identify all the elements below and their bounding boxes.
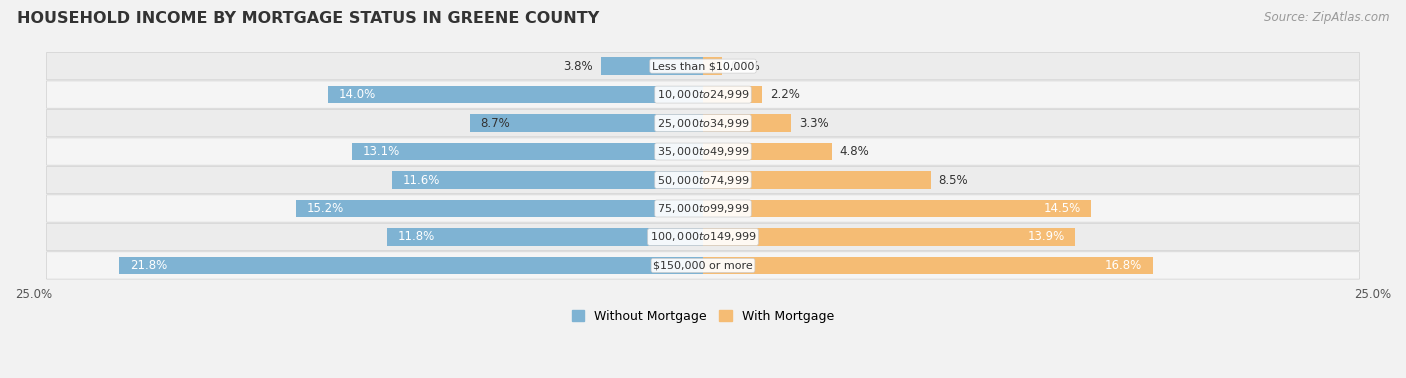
Text: 14.0%: 14.0% [339, 88, 375, 101]
Text: $75,000 to $99,999: $75,000 to $99,999 [657, 202, 749, 215]
Text: $150,000 or more: $150,000 or more [654, 260, 752, 270]
Bar [703, 114, 792, 132]
Text: 14.5%: 14.5% [1043, 202, 1081, 215]
Bar [353, 143, 703, 160]
Bar [703, 200, 1091, 217]
Bar [387, 228, 703, 246]
Bar [703, 171, 931, 189]
Text: 4.8%: 4.8% [839, 145, 869, 158]
Text: $25,000 to $34,999: $25,000 to $34,999 [657, 116, 749, 130]
FancyBboxPatch shape [46, 109, 1360, 137]
Text: Source: ZipAtlas.com: Source: ZipAtlas.com [1264, 11, 1389, 24]
Text: Less than $10,000: Less than $10,000 [652, 61, 754, 71]
Text: $50,000 to $74,999: $50,000 to $74,999 [657, 174, 749, 186]
Bar [297, 200, 703, 217]
Text: 15.2%: 15.2% [307, 202, 344, 215]
Text: 3.3%: 3.3% [800, 116, 830, 130]
Text: 16.8%: 16.8% [1105, 259, 1142, 272]
Bar [703, 57, 721, 75]
Text: 3.8%: 3.8% [564, 60, 593, 73]
Text: 11.8%: 11.8% [398, 231, 434, 243]
Text: 13.1%: 13.1% [363, 145, 401, 158]
Text: $35,000 to $49,999: $35,000 to $49,999 [657, 145, 749, 158]
FancyBboxPatch shape [46, 138, 1360, 165]
Bar [703, 143, 831, 160]
FancyBboxPatch shape [46, 166, 1360, 194]
Text: 0.7%: 0.7% [730, 60, 759, 73]
Bar [703, 86, 762, 104]
Text: 21.8%: 21.8% [129, 259, 167, 272]
Bar [392, 171, 703, 189]
Legend: Without Mortgage, With Mortgage: Without Mortgage, With Mortgage [567, 305, 839, 328]
Text: 13.9%: 13.9% [1028, 231, 1064, 243]
Text: HOUSEHOLD INCOME BY MORTGAGE STATUS IN GREENE COUNTY: HOUSEHOLD INCOME BY MORTGAGE STATUS IN G… [17, 11, 599, 26]
Text: 11.6%: 11.6% [404, 174, 440, 186]
FancyBboxPatch shape [46, 223, 1360, 251]
Text: 8.7%: 8.7% [481, 116, 510, 130]
Text: 8.5%: 8.5% [939, 174, 969, 186]
Text: 2.2%: 2.2% [770, 88, 800, 101]
Bar [120, 257, 703, 274]
Bar [703, 228, 1076, 246]
Text: $100,000 to $149,999: $100,000 to $149,999 [650, 231, 756, 243]
FancyBboxPatch shape [46, 81, 1360, 108]
FancyBboxPatch shape [46, 195, 1360, 222]
Bar [602, 57, 703, 75]
Bar [703, 257, 1153, 274]
Text: $10,000 to $24,999: $10,000 to $24,999 [657, 88, 749, 101]
FancyBboxPatch shape [46, 252, 1360, 279]
FancyBboxPatch shape [46, 53, 1360, 80]
Bar [328, 86, 703, 104]
Bar [470, 114, 703, 132]
